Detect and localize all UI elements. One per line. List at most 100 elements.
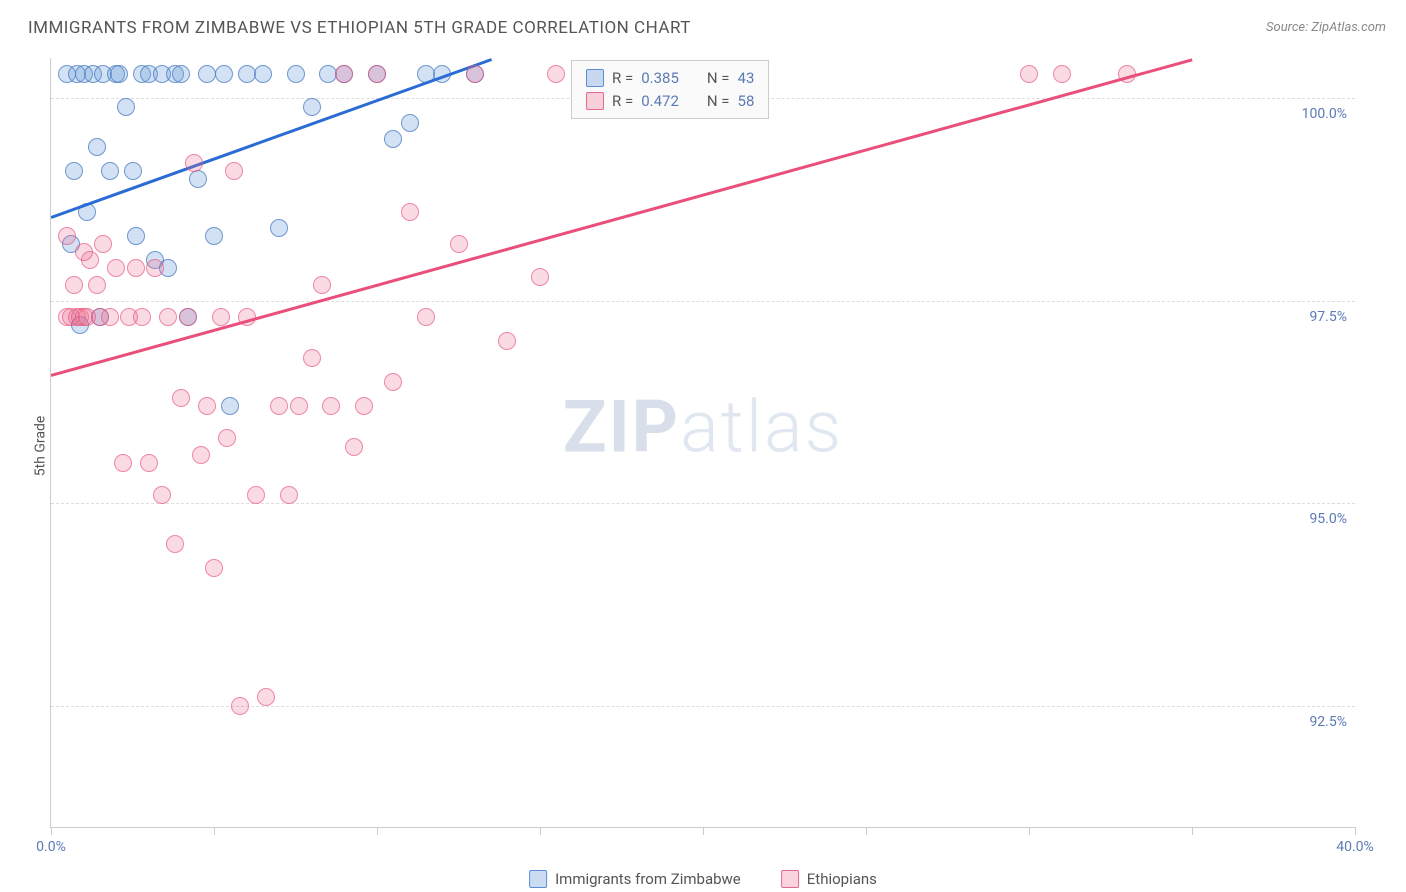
- chart-title: IMMIGRANTS FROM ZIMBABWE VS ETHIOPIAN 5T…: [28, 18, 691, 38]
- legend-row: R = 0.472 N = 58: [586, 90, 754, 113]
- data-point: [290, 397, 308, 415]
- data-point: [166, 535, 184, 553]
- x-tick: [377, 827, 378, 835]
- data-point: [257, 688, 275, 706]
- data-point: [65, 162, 83, 180]
- legend-r-label: R =: [612, 90, 633, 113]
- x-tick: [866, 827, 867, 835]
- x-tick: [1029, 827, 1030, 835]
- watermark-light: atlas: [680, 385, 843, 470]
- x-tick: [1355, 827, 1356, 835]
- x-tick: [703, 827, 704, 835]
- data-point: [547, 65, 565, 83]
- legend-swatch: [586, 69, 604, 87]
- data-point: [172, 389, 190, 407]
- data-point: [212, 308, 230, 326]
- data-point: [322, 397, 340, 415]
- y-tick-label: 92.5%: [1309, 714, 1347, 730]
- data-point: [401, 203, 419, 221]
- watermark: ZIPatlas: [563, 385, 843, 470]
- data-point: [65, 276, 83, 294]
- data-point: [101, 162, 119, 180]
- data-point: [127, 259, 145, 277]
- data-point: [218, 429, 236, 447]
- data-point: [450, 235, 468, 253]
- data-point: [498, 332, 516, 350]
- data-point: [75, 243, 93, 261]
- data-point: [368, 65, 386, 83]
- data-point: [159, 308, 177, 326]
- data-point: [335, 65, 353, 83]
- x-tick: [540, 827, 541, 835]
- data-point: [303, 98, 321, 116]
- data-point: [280, 486, 298, 504]
- legend-swatch: [781, 870, 799, 888]
- grid-line: [51, 503, 1355, 504]
- legend-n-value: 58: [738, 90, 755, 113]
- data-point: [313, 276, 331, 294]
- data-point: [254, 65, 272, 83]
- data-point: [355, 397, 373, 415]
- legend-swatch: [586, 92, 604, 110]
- y-tick-label: 95.0%: [1309, 511, 1347, 527]
- data-point: [185, 154, 203, 172]
- data-point: [345, 438, 363, 456]
- chart-source: Source: ZipAtlas.com: [1266, 20, 1386, 35]
- data-point: [225, 162, 243, 180]
- watermark-bold: ZIP: [563, 385, 680, 470]
- data-point: [114, 454, 132, 472]
- data-point: [270, 219, 288, 237]
- bottom-legend: Immigrants from Zimbabwe Ethiopians: [529, 870, 877, 888]
- data-point: [107, 259, 125, 277]
- grid-line: [51, 301, 1355, 302]
- data-point: [192, 446, 210, 464]
- data-point: [189, 170, 207, 188]
- x-tick: [1192, 827, 1193, 835]
- data-point: [417, 308, 435, 326]
- data-point: [198, 65, 216, 83]
- data-point: [88, 138, 106, 156]
- x-tick-label: 40.0%: [1336, 839, 1374, 855]
- data-point: [110, 65, 128, 83]
- data-point: [127, 227, 145, 245]
- chart-header: IMMIGRANTS FROM ZIMBABWE VS ETHIOPIAN 5T…: [28, 18, 1386, 42]
- plot-area: ZIPatlas 92.5%95.0%97.5%100.0%0.0%40.0%R…: [50, 58, 1355, 828]
- x-tick: [214, 827, 215, 835]
- data-point: [124, 162, 142, 180]
- legend-r-label: R =: [612, 67, 633, 90]
- legend-n-label: N =: [707, 90, 730, 113]
- data-point: [287, 65, 305, 83]
- data-point: [384, 130, 402, 148]
- legend-n-label: N =: [707, 67, 730, 90]
- correlation-legend: R = 0.385N = 43R = 0.472N = 58: [571, 60, 769, 119]
- data-point: [319, 65, 337, 83]
- data-point: [1053, 65, 1071, 83]
- data-point: [215, 65, 233, 83]
- data-point: [94, 235, 112, 253]
- bottom-legend-item: Ethiopians: [781, 870, 877, 888]
- data-point: [384, 373, 402, 391]
- data-point: [231, 697, 249, 715]
- data-point: [58, 227, 76, 245]
- x-tick-label: 0.0%: [36, 839, 66, 855]
- data-point: [140, 454, 158, 472]
- data-point: [172, 65, 190, 83]
- bottom-legend-item: Immigrants from Zimbabwe: [529, 870, 741, 888]
- legend-r-value: 0.472: [641, 90, 679, 113]
- data-point: [303, 349, 321, 367]
- data-point: [531, 268, 549, 286]
- data-point: [205, 227, 223, 245]
- legend-row: R = 0.385N = 43: [586, 67, 754, 90]
- data-point: [466, 65, 484, 83]
- data-point: [101, 308, 119, 326]
- data-point: [88, 276, 106, 294]
- data-point: [117, 98, 135, 116]
- x-tick: [51, 827, 52, 835]
- legend-r-value: 0.385: [641, 67, 679, 90]
- data-point: [270, 397, 288, 415]
- y-tick-label: 97.5%: [1309, 309, 1347, 325]
- data-point: [198, 397, 216, 415]
- data-point: [401, 114, 419, 132]
- series-name: Ethiopians: [807, 870, 877, 888]
- data-point: [247, 486, 265, 504]
